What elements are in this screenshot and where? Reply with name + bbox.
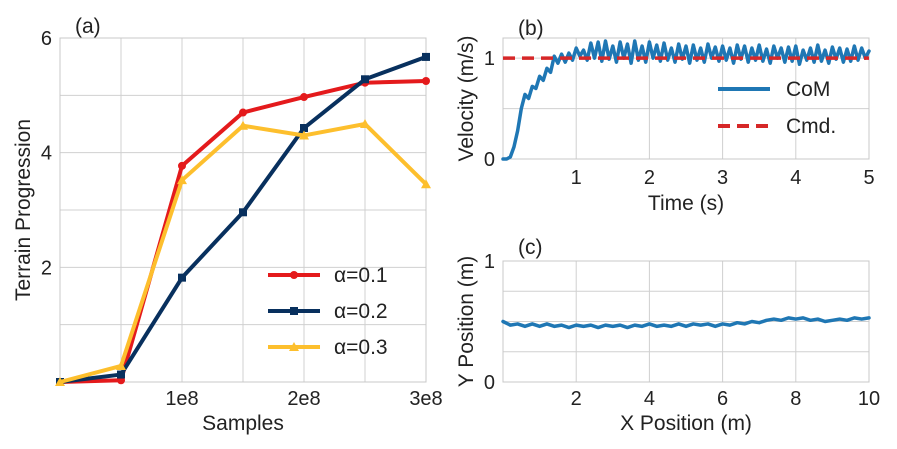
x-tick-label: 2e8 xyxy=(287,388,320,410)
data-point-0-1 xyxy=(422,77,430,85)
legend-label-0-1: α=0.1 xyxy=(334,264,388,287)
x-tick-label: 8 xyxy=(790,388,801,410)
y-tick-label: 0 xyxy=(484,372,495,394)
y-tick-label: 4 xyxy=(41,143,52,165)
panel-c-ylabel: Y Position (m) xyxy=(455,256,478,388)
legend-marker-0-1 xyxy=(290,271,298,279)
panel-c-grid xyxy=(503,261,869,382)
x-tick-label: 4 xyxy=(644,388,655,410)
panel-b-label: (b) xyxy=(518,17,544,40)
panel-c-trajectory: 2 4 6 8 10 0 1 X Position (m) Y Position (m) (… xyxy=(455,236,880,435)
data-point-0-2 xyxy=(117,370,125,379)
panel-a-xlabel: Samples xyxy=(202,412,284,435)
y-tick-label: 6 xyxy=(41,28,52,50)
data-point-0-1 xyxy=(178,161,186,170)
data-point-0-3 xyxy=(238,120,248,130)
x-tick-label: 2 xyxy=(644,167,655,189)
panel-c-label: (c) xyxy=(518,236,543,259)
data-point-0-2 xyxy=(300,124,308,133)
x-tick-label: 3e8 xyxy=(409,388,442,410)
panel-a-tick-labels: 1e8 2e8 3e8 2 4 6 xyxy=(41,28,443,410)
panel-a-label: (a) xyxy=(75,15,101,38)
x-tick-label: 3 xyxy=(717,167,728,189)
data-point-0-2 xyxy=(361,75,369,84)
x-tick-label: 2 xyxy=(571,388,582,410)
panel-b-xlabel: Time (s) xyxy=(648,192,724,215)
y-tick-label: 1 xyxy=(484,48,495,70)
data-point-0-3 xyxy=(421,179,431,189)
data-point-0-3 xyxy=(360,119,370,128)
panel-a-ylabel: Terrain Progression xyxy=(12,119,35,301)
panel-a-frame xyxy=(59,37,427,383)
data-point-0-2 xyxy=(422,52,430,61)
data-point-0-3 xyxy=(55,377,65,386)
panel-b-legend: CoM Cmd. xyxy=(718,78,836,138)
data-point-0-3 xyxy=(299,130,309,140)
x-tick-label: 10 xyxy=(858,388,880,410)
panel-b-ylabel: Velocity (m/s) xyxy=(455,35,478,161)
x-tick-label: 1 xyxy=(571,167,582,189)
panel-c-tick-labels: 2 4 6 8 10 0 1 xyxy=(484,251,880,410)
panel-c-series xyxy=(501,316,871,330)
panel-a-series xyxy=(55,52,431,386)
legend-label-cmd: Cmd. xyxy=(786,115,836,138)
x-tick-label: 4 xyxy=(790,167,801,189)
data-point-0-3 xyxy=(116,360,126,370)
panel-b-series xyxy=(501,39,871,161)
data-point-0-1 xyxy=(300,93,308,102)
legend-marker-0-2 xyxy=(290,307,298,315)
legend-label-com: CoM xyxy=(786,78,830,101)
series-line-trajectory xyxy=(501,316,871,330)
panel-a-legend: α=0.1 α=0.2 α=0.3 xyxy=(268,264,388,359)
data-point-0-1 xyxy=(239,108,247,117)
legend-label-0-2: α=0.2 xyxy=(334,300,388,323)
panel-c-xlabel: X Position (m) xyxy=(620,412,752,435)
y-tick-label: 0 xyxy=(484,149,495,171)
data-point-0-2 xyxy=(178,273,186,282)
legend-label-0-3: α=0.3 xyxy=(334,336,388,359)
x-tick-label: 6 xyxy=(717,388,728,410)
y-tick-label: 1 xyxy=(484,251,495,273)
legend-marker-0-3 xyxy=(289,342,299,351)
x-tick-label: 1e8 xyxy=(165,388,198,410)
data-point-0-2 xyxy=(239,208,247,217)
data-point-0-3 xyxy=(177,175,187,185)
panel-b-tick-labels: 1 2 3 4 5 0 1 xyxy=(484,48,875,189)
x-tick-label: 5 xyxy=(863,167,874,189)
panel-a-terrain-progression: 1e8 2e8 3e8 2 4 6 Samples Terrain Progression… xyxy=(12,15,443,435)
panel-b-velocity: 1 2 3 4 501 Time (s) Velocity (m/s) (b) CoMC… xyxy=(455,17,875,215)
panel-b-frame xyxy=(502,37,870,160)
y-tick-label: 2 xyxy=(41,257,52,279)
